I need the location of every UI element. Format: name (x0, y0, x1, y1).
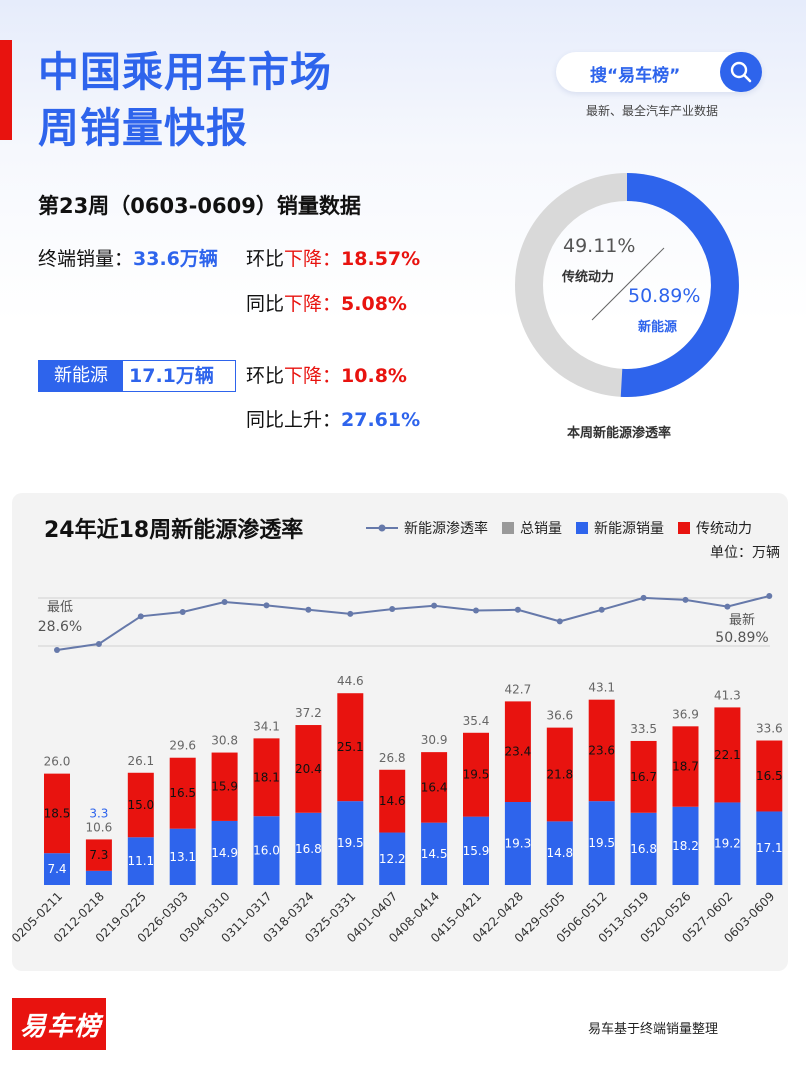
label-total: 26.8 (379, 751, 406, 765)
penetration-point (305, 607, 311, 613)
label-nev: 19.5 (588, 836, 615, 850)
label-traditional: 22.1 (714, 748, 741, 762)
penetration-point (599, 607, 605, 613)
label-total: 34.1 (253, 719, 280, 733)
label-nev: 14.9 (211, 846, 238, 860)
label-traditional: 16.7 (630, 770, 657, 784)
label-total: 41.3 (714, 688, 741, 702)
label-nev: 13.1 (169, 850, 196, 864)
label-traditional: 7.3 (89, 848, 108, 862)
penetration-point (557, 618, 563, 624)
label-traditional: 16.5 (756, 769, 783, 783)
label-total: 29.6 (169, 739, 196, 753)
label-total: 35.4 (463, 714, 490, 728)
penetration-point (96, 641, 102, 647)
label-nev: 16.8 (630, 842, 657, 856)
label-traditional: 19.5 (463, 768, 490, 782)
label-total: 42.7 (505, 682, 532, 696)
label-total: 30.8 (211, 734, 238, 748)
label-nev: 15.9 (463, 844, 490, 858)
label-total: 43.1 (588, 681, 615, 695)
brand-logo: 易车榜 (12, 998, 106, 1050)
label-traditional: 25.1 (337, 740, 364, 754)
label-nev: 16.8 (295, 842, 322, 856)
brand-logo-text: 易车榜 (20, 1006, 101, 1043)
label-traditional: 15.9 (211, 780, 238, 794)
label-nev: 19.5 (337, 836, 364, 850)
label-traditional: 14.6 (379, 794, 406, 808)
label-nev: 18.2 (672, 839, 699, 853)
bar-nev (86, 871, 112, 885)
penetration-point (724, 604, 730, 610)
label-traditional: 18.5 (44, 806, 71, 820)
label-nev: 7.4 (47, 862, 66, 876)
label-traditional: 16.5 (169, 786, 196, 800)
label-traditional: 20.4 (295, 762, 322, 776)
annotation-latest-label: 最新 (729, 612, 755, 628)
label-traditional: 21.8 (546, 767, 573, 781)
label-traditional: 23.4 (505, 745, 532, 759)
label-nev: 19.3 (505, 837, 532, 851)
penetration-point (389, 606, 395, 612)
label-total: 10.6 (86, 820, 113, 834)
penetration-point (473, 608, 479, 614)
label-traditional: 16.4 (421, 780, 448, 794)
label-total: 44.6 (337, 674, 364, 688)
label-nev: 12.2 (379, 852, 406, 866)
label-total: 36.9 (672, 707, 699, 721)
label-traditional: 15.0 (127, 798, 154, 812)
label-total: 26.0 (44, 755, 71, 769)
label-nev: 19.2 (714, 837, 741, 851)
label-nev: 16.0 (253, 844, 280, 858)
label-nev: 14.5 (421, 847, 448, 861)
label-nev: 14.8 (546, 846, 573, 860)
penetration-point (264, 602, 270, 608)
penetration-point (180, 609, 186, 615)
label-total: 33.5 (630, 722, 657, 736)
label-nev: 17.1 (756, 841, 783, 855)
annotation-latest-value: 50.89% (715, 630, 768, 646)
annotation-min-label: 最低 (47, 600, 73, 615)
label-traditional: 23.6 (588, 743, 615, 757)
label-total: 37.2 (295, 706, 322, 720)
label-total: 30.9 (421, 733, 448, 747)
label-nev: 3.3 (89, 806, 108, 820)
label-nev: 11.1 (127, 854, 154, 868)
penetration-point (222, 599, 228, 605)
penetration-point (515, 607, 521, 613)
penetration-point (138, 613, 144, 619)
label-traditional: 18.1 (253, 770, 280, 784)
label-total: 33.6 (756, 722, 783, 736)
penetration-point (641, 595, 647, 601)
annotation-min-value: 28.6% (38, 619, 82, 635)
label-total: 36.6 (546, 709, 573, 723)
penetration-point (347, 611, 353, 617)
label-traditional: 18.7 (672, 760, 699, 774)
penetration-point (431, 603, 437, 609)
source-note: 易车基于终端销量整理 (588, 1018, 718, 1037)
penetration-line (57, 596, 769, 650)
penetration-point (54, 647, 60, 653)
penetration-point (766, 593, 772, 599)
label-total: 26.1 (127, 754, 154, 768)
penetration-point (683, 597, 689, 603)
